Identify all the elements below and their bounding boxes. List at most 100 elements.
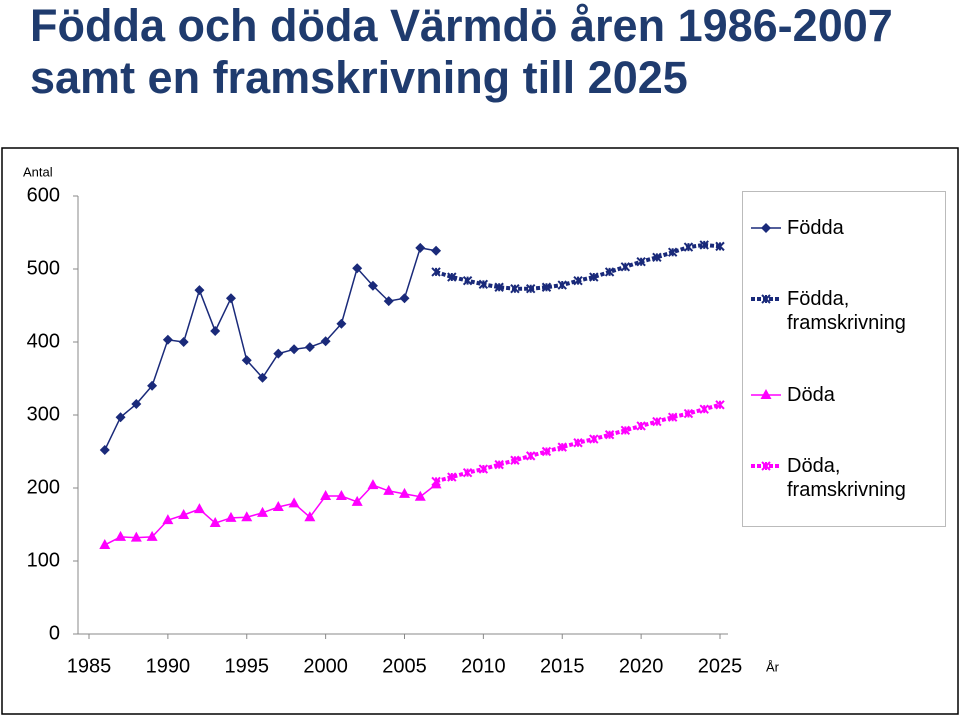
marker: [431, 245, 442, 256]
y-tick-label: 0: [49, 622, 60, 644]
marker: [178, 509, 190, 520]
marker: [146, 530, 158, 541]
legend: Födda Födda, framskrivning Döda Döda, frams…: [742, 191, 946, 527]
legend-item: Döda: [743, 383, 945, 407]
marker: [351, 495, 363, 506]
marker: [589, 434, 599, 444]
marker: [699, 240, 709, 250]
legend-label: Döda: [787, 383, 835, 406]
marker: [336, 318, 347, 329]
marker: [604, 267, 615, 277]
marker: [147, 380, 158, 391]
marker: [209, 517, 221, 528]
legend-label: Födda: [787, 216, 844, 239]
marker: [683, 242, 694, 252]
marker: [272, 500, 284, 511]
marker: [715, 241, 725, 252]
marker: [761, 222, 771, 233]
legend-swatch: [751, 461, 781, 471]
marker: [462, 467, 473, 478]
marker: [431, 476, 441, 487]
marker: [557, 442, 567, 452]
y-tick-label: 100: [27, 549, 60, 571]
marker: [289, 344, 300, 355]
x-tick-label: 1995: [225, 655, 270, 677]
marker: [636, 421, 646, 431]
marker: [367, 280, 378, 291]
marker: [604, 430, 615, 440]
marker: [304, 342, 315, 353]
marker: [367, 479, 379, 490]
marker: [494, 459, 504, 470]
marker: [478, 464, 489, 474]
marker: [415, 242, 426, 253]
legend-swatch: [751, 388, 781, 399]
x-tick-label: 2010: [461, 655, 506, 677]
marker: [257, 372, 268, 383]
marker: [273, 348, 284, 359]
marker: [399, 487, 410, 498]
x-tick-label: 2000: [303, 655, 348, 677]
marker: [478, 279, 489, 290]
marker: [241, 511, 253, 522]
marker: [462, 275, 473, 286]
marker: [383, 296, 394, 307]
marker: [335, 490, 347, 501]
marker: [241, 355, 252, 366]
legend-item: Födda: [743, 216, 945, 240]
x-tick-label: 2015: [540, 655, 585, 677]
marker: [288, 497, 300, 508]
marker: [304, 511, 316, 522]
marker: [699, 404, 709, 414]
marker: [447, 272, 457, 282]
x-tick-label: 2005: [382, 655, 427, 677]
marker: [178, 337, 189, 347]
marker: [210, 326, 221, 337]
y-tick-label: 400: [27, 330, 60, 352]
legend-swatch: [751, 294, 781, 304]
y-tick-label: 200: [27, 476, 60, 498]
marker: [573, 275, 583, 286]
y-tick-label: 500: [27, 257, 60, 279]
legend-item: Födda, framskrivning: [743, 287, 945, 335]
marker: [589, 272, 599, 282]
marker: [494, 282, 504, 292]
series-line: [104, 246, 437, 451]
marker: [414, 490, 426, 501]
x-tick-label: 1990: [146, 655, 191, 677]
marker: [131, 399, 142, 410]
marker: [383, 484, 395, 495]
marker: [194, 285, 205, 296]
marker: [557, 280, 567, 290]
marker: [431, 267, 441, 277]
marker: [399, 293, 410, 304]
marker: [525, 284, 536, 294]
x-axis-label: År: [766, 659, 780, 674]
marker: [683, 408, 694, 419]
y-axis-label: Antal: [23, 164, 53, 179]
chart-title: Födda och döda Värmdö åren 1986-2007 sam…: [30, 0, 893, 103]
marker: [510, 455, 520, 465]
marker: [541, 446, 552, 457]
marker: [225, 293, 236, 304]
marker: [541, 282, 552, 292]
legend-label: Födda, framskrivning: [787, 288, 906, 335]
marker: [225, 511, 237, 522]
marker: [352, 263, 363, 274]
marker: [525, 451, 536, 461]
legend-swatch: [751, 222, 781, 233]
marker: [447, 472, 457, 482]
marker: [620, 425, 631, 436]
y-tick-label: 300: [27, 403, 60, 425]
marker: [99, 445, 110, 456]
marker: [257, 506, 269, 517]
marker: [715, 400, 725, 410]
marker: [760, 388, 772, 399]
marker: [320, 490, 332, 501]
marker: [652, 252, 662, 263]
chart-frame: [1, 147, 959, 715]
marker: [573, 438, 583, 448]
marker: [115, 530, 127, 541]
